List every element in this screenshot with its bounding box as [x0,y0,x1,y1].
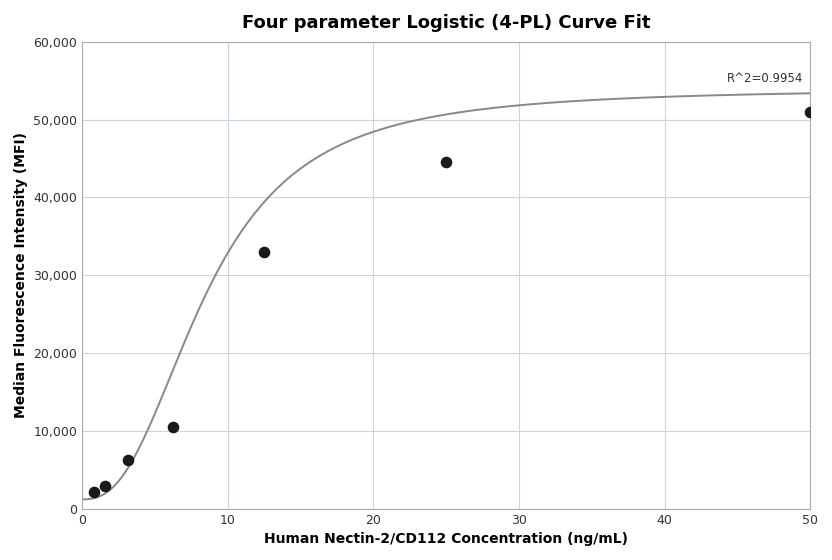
Point [121,455,135,464]
Title: Four parameter Logistic (4-PL) Curve Fit: Four parameter Logistic (4-PL) Curve Fit [242,14,651,32]
Point [804,108,817,116]
Point [98,482,111,491]
Point [439,158,453,167]
Point [87,487,101,496]
Text: R^2=0.9954: R^2=0.9954 [726,72,803,85]
Y-axis label: Median Fluorescence Intensity (MFI): Median Fluorescence Intensity (MFI) [14,132,28,418]
Point [258,248,271,256]
Point [166,422,180,431]
X-axis label: Human Nectin-2/CD112 Concentration (ng/mL): Human Nectin-2/CD112 Concentration (ng/m… [265,532,628,546]
